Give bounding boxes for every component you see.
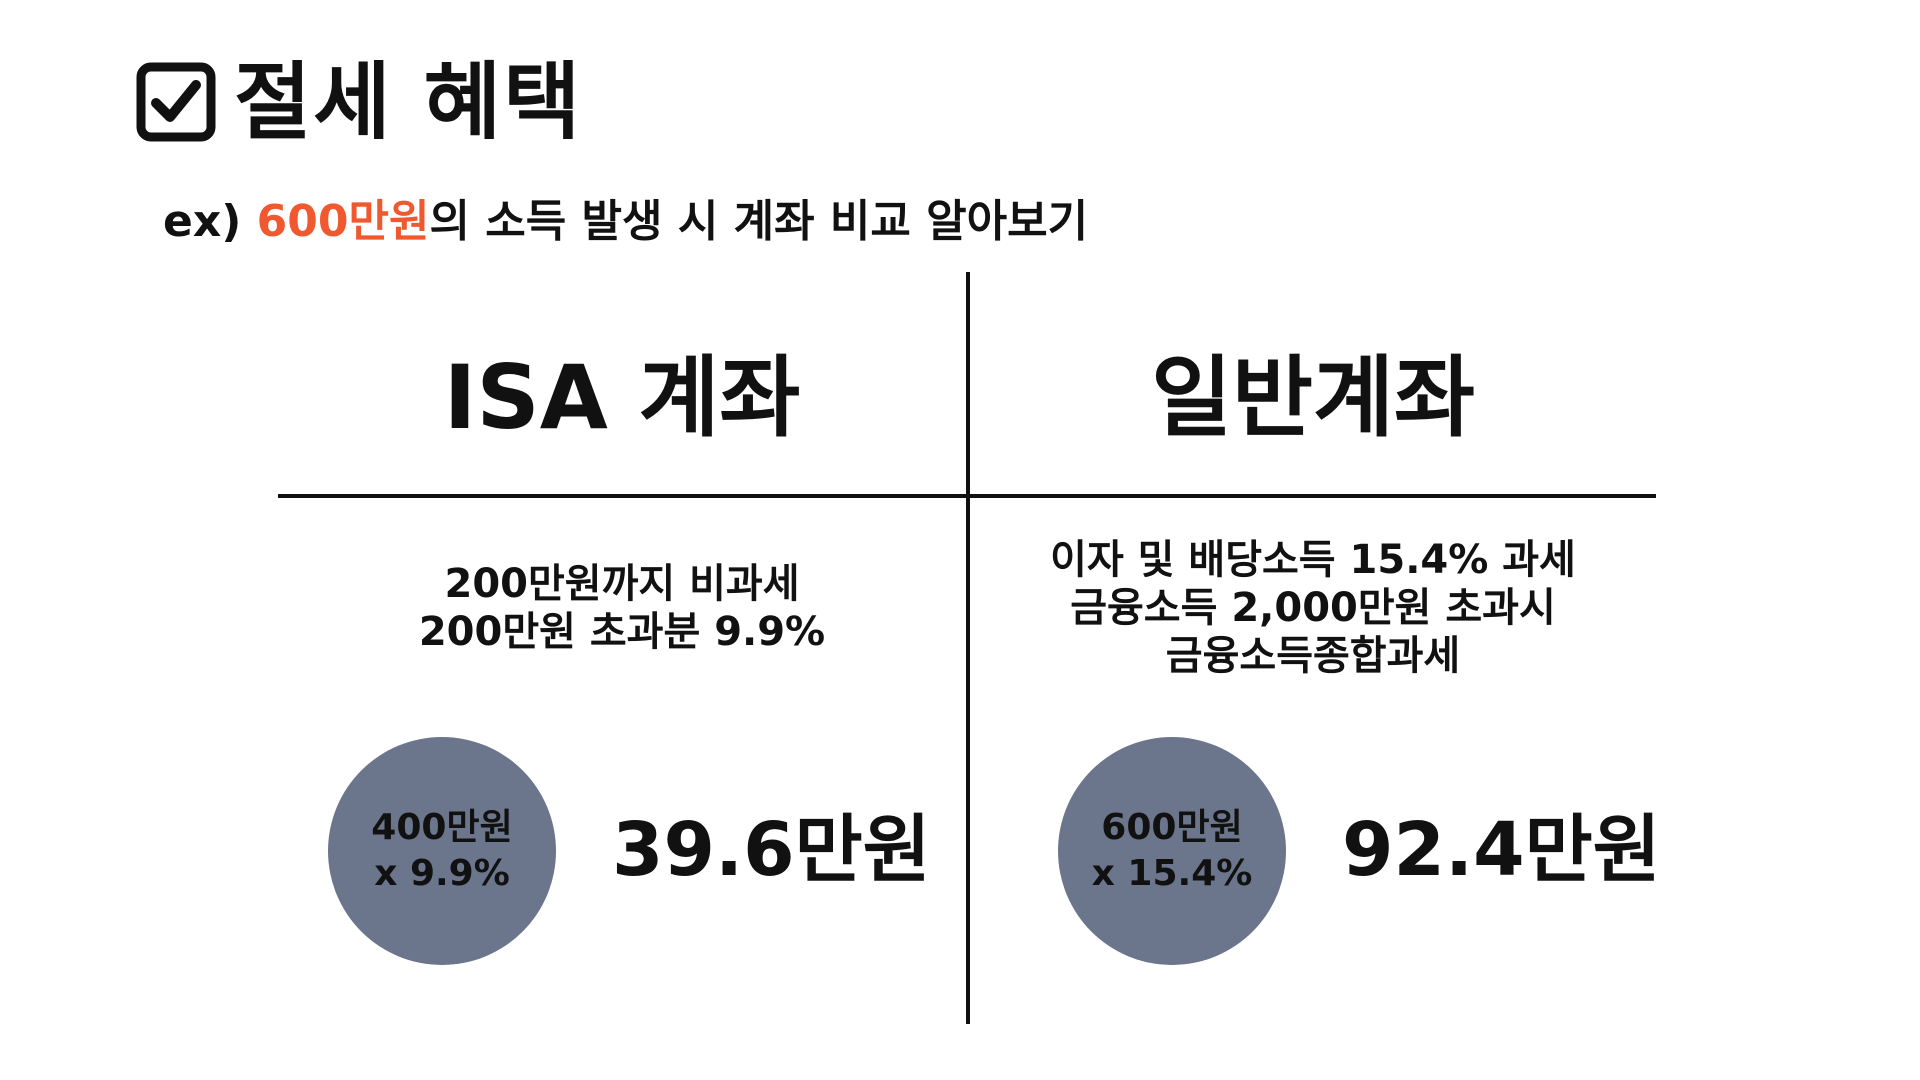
checkbox-checked-icon [136,62,216,142]
general-result: 92.4만원 [1342,807,1661,893]
general-calc-line: x 15.4% [1091,853,1253,894]
general-desc-line: 금융소득 2,000만원 초과시 [1070,585,1556,631]
title-text: 절세 혜택 [234,53,583,151]
general-description: 이자 및 배당소득 15.4% 과세 금융소득 2,000만원 초과시 금융소득… [970,536,1656,680]
subtitle-suffix: 의 소득 발생 시 계좌 비교 알아보기 [429,196,1089,247]
isa-calc-line: 400만원 [371,807,513,848]
subtitle-prefix: ex) [163,196,257,247]
general-calc-circle: 600만원 x 15.4% [1058,737,1286,965]
general-heading: 일반계좌 [1151,346,1475,449]
isa-calc-line: x 9.9% [374,853,510,894]
general-calc-line: 600만원 [1101,807,1243,848]
isa-description: 200만원까지 비과세 200만원 초과분 9.9% [278,560,966,656]
subtitle: ex) 600만원의 소득 발생 시 계좌 비교 알아보기 [163,196,1088,249]
isa-heading: ISA 계좌 [443,346,801,449]
isa-desc-line: 200만원까지 비과세 [444,561,800,607]
vertical-divider [966,272,970,1024]
general-desc-line: 금융소득종합과세 [1165,633,1461,679]
general-desc-line: 이자 및 배당소득 15.4% 과세 [1050,537,1576,583]
horizontal-divider [278,494,1656,498]
slide-title: 절세 혜택 [136,52,582,152]
isa-desc-line: 200만원 초과분 9.9% [418,609,826,655]
subtitle-highlight: 600만원 [256,196,430,247]
isa-result: 39.6만원 [612,807,931,893]
isa-calc-circle: 400만원 x 9.9% [328,737,556,965]
